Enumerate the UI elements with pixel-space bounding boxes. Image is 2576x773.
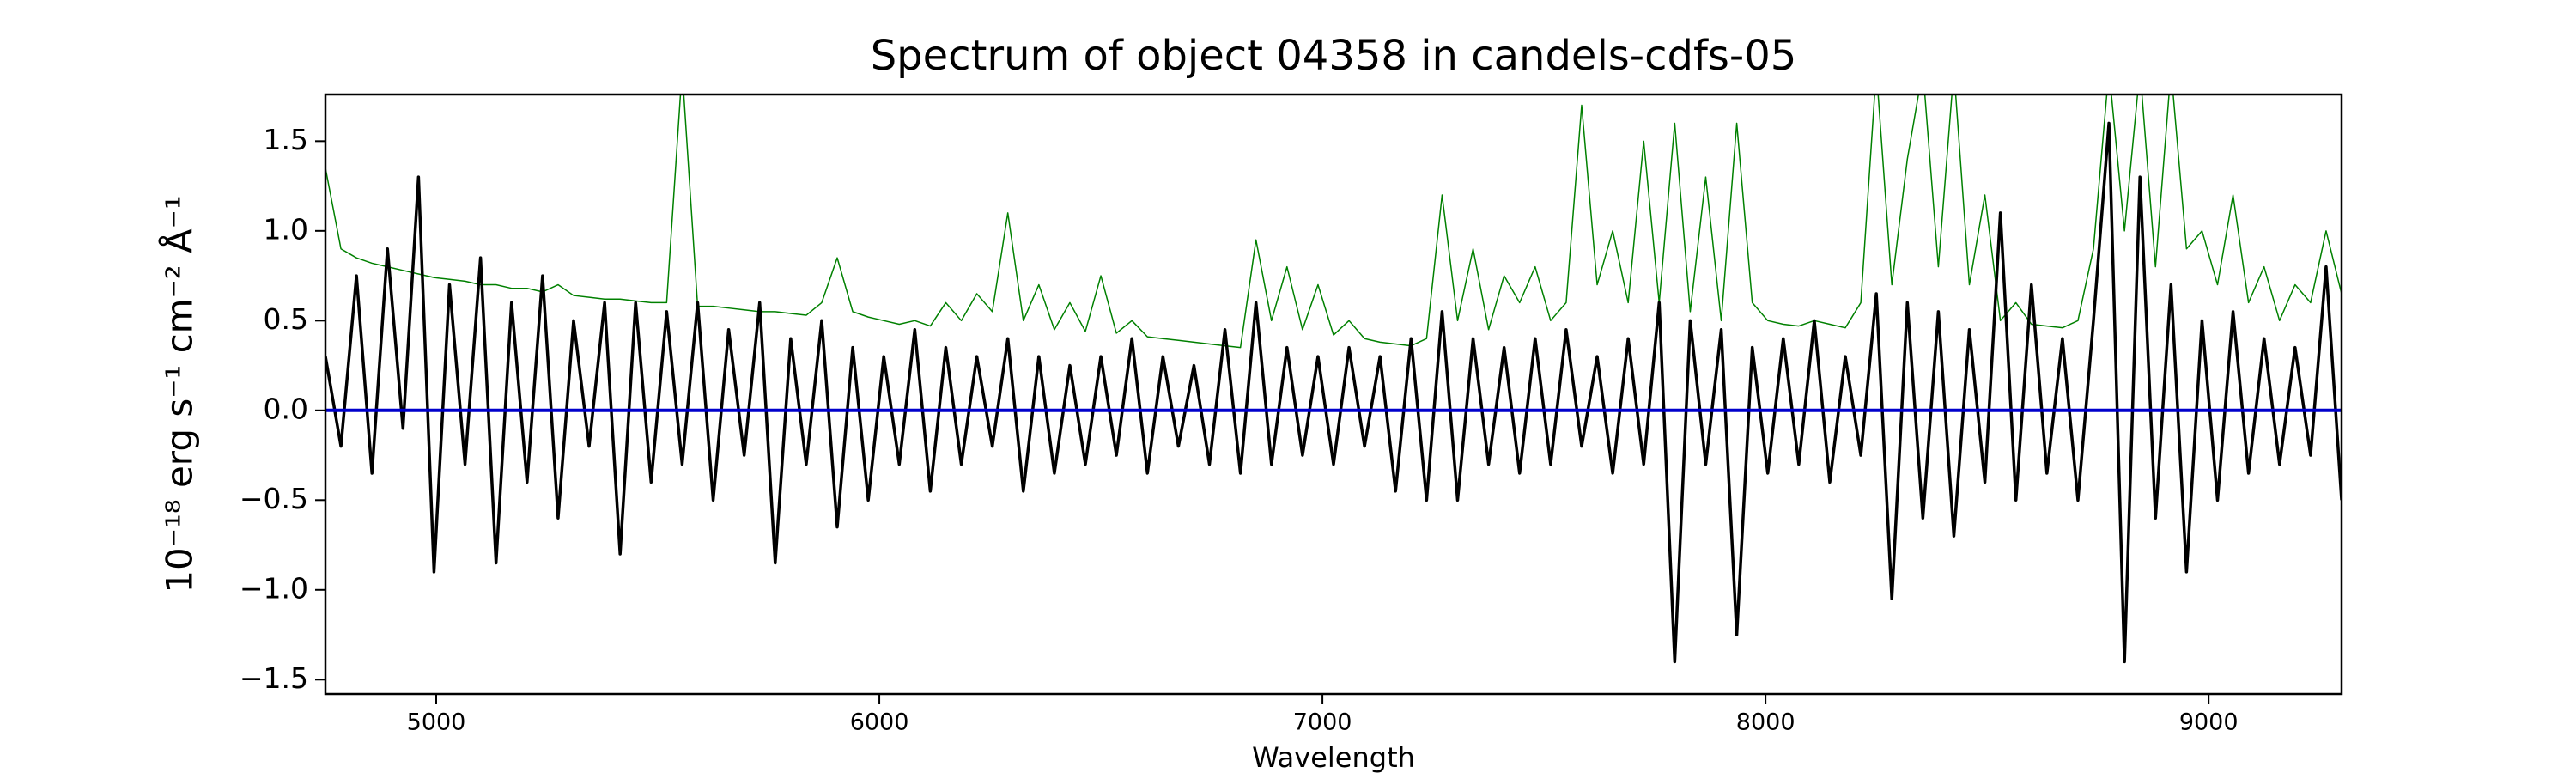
y-tick-label: 1.0 bbox=[264, 212, 308, 246]
y-tick-label: 1.5 bbox=[264, 123, 308, 156]
x-axis-label: Wavelength bbox=[1252, 741, 1415, 773]
x-tick-label: 8000 bbox=[1736, 709, 1795, 736]
y-tick-label: 0.5 bbox=[264, 302, 308, 336]
x-tick-label: 5000 bbox=[407, 709, 466, 736]
y-tick-label: 0.0 bbox=[264, 392, 308, 425]
plot-area bbox=[325, 94, 2342, 664]
y-tick-label: −0.5 bbox=[240, 482, 308, 515]
x-tick-label: 7000 bbox=[1293, 709, 1352, 736]
chart-title: Spectrum of object 04358 in candels-cdfs… bbox=[871, 32, 1797, 80]
spectrum-line bbox=[325, 121, 2342, 664]
x-tick-label: 9000 bbox=[2179, 709, 2239, 736]
y-axis-label: 10⁻¹⁸ erg s⁻¹ cm⁻² Å⁻¹ bbox=[158, 195, 201, 593]
y-tick-label: −1.5 bbox=[240, 661, 308, 695]
axes-frame bbox=[324, 93, 2343, 696]
x-tick-label: 6000 bbox=[850, 709, 909, 736]
y-tick-label: −1.0 bbox=[240, 571, 308, 605]
